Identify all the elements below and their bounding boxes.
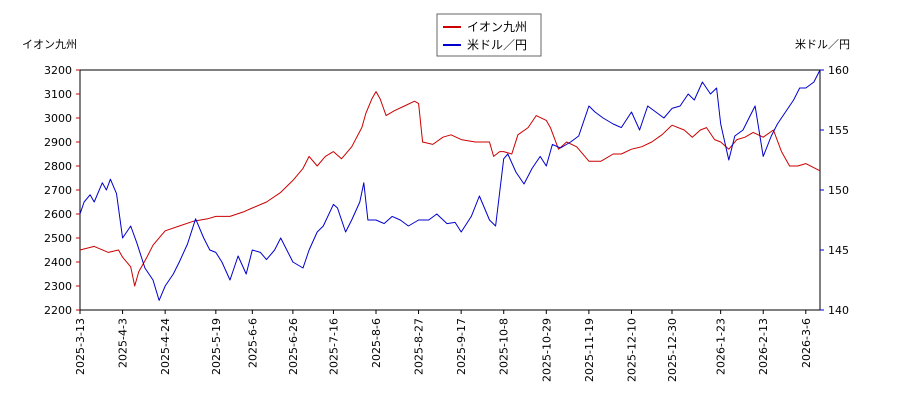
x-tick-label: 2025-7-16 — [327, 318, 340, 375]
x-tick-label: 2025-4-3 — [117, 318, 130, 368]
left-tick-label: 2400 — [44, 256, 72, 269]
x-tick-label: 2025-8-6 — [370, 318, 383, 368]
right-tick-label: 160 — [828, 64, 849, 77]
legend-label-series-1: イオン九州 — [467, 20, 527, 34]
left-tick-label: 3100 — [44, 88, 72, 101]
plot-area — [79, 69, 821, 311]
right-tick-label: 150 — [828, 184, 849, 197]
legend: イオン九州 米ドル／円 — [436, 13, 542, 57]
series-line-1 — [79, 91, 821, 287]
x-tick-label: 2025-10-29 — [540, 318, 553, 382]
left-tick-label: 3000 — [44, 112, 72, 125]
series-line-2 — [79, 69, 821, 301]
left-tick-label: 2500 — [44, 232, 72, 245]
x-tick-label: 2025-12-30 — [666, 318, 679, 382]
x-tick-label: 2025-6-26 — [287, 318, 300, 375]
left-tick-label: 2600 — [44, 208, 72, 221]
x-tick-label: 2025-12-10 — [625, 318, 638, 382]
right-tick-label: 155 — [828, 124, 849, 137]
left-tick-label: 2200 — [44, 304, 72, 317]
left-tick-label: 3200 — [44, 64, 72, 77]
legend-box — [436, 13, 542, 57]
right-axis-label: 米ドル／円 — [795, 38, 850, 51]
x-tick-label: 2025-10-8 — [498, 318, 511, 375]
x-tick-label: 2025-5-19 — [210, 318, 223, 375]
x-tick-label: 2025-8-27 — [413, 318, 426, 375]
left-tick-label: 2300 — [44, 280, 72, 293]
x-tick-label: 2025-6-6 — [246, 318, 259, 368]
x-tick-label: 2026-2-13 — [757, 318, 770, 375]
legend-label-series-2: 米ドル／円 — [467, 38, 527, 52]
x-tick-label: 2025-4-24 — [159, 318, 172, 375]
left-tick-label: 2900 — [44, 136, 72, 149]
left-axis-label: イオン九州 — [22, 38, 77, 51]
left-tick-label: 2700 — [44, 184, 72, 197]
x-tick-label: 2025-9-17 — [455, 318, 468, 375]
x-tick-label: 2025-11-19 — [583, 318, 596, 382]
x-tick-label: 2026-3-6 — [800, 318, 813, 368]
x-tick-label: 2026-1-23 — [715, 318, 728, 375]
right-tick-label: 145 — [828, 244, 849, 257]
right-tick-label: 140 — [828, 304, 849, 317]
left-tick-label: 2800 — [44, 160, 72, 173]
x-tick-label: 2025-3-13 — [74, 318, 87, 375]
